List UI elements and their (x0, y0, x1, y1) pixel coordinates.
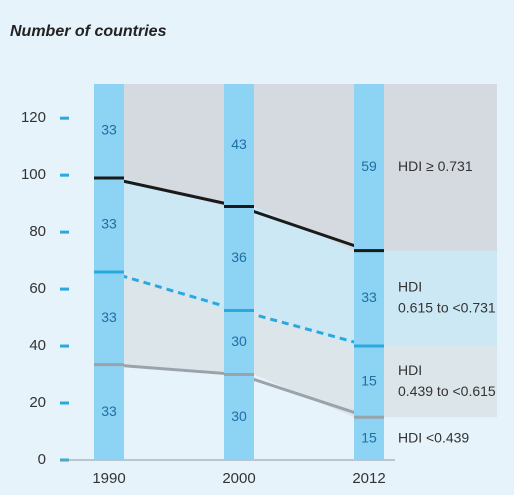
region (94, 178, 497, 347)
count-label: 59 (361, 158, 377, 174)
count-label: 33 (101, 216, 117, 232)
region-label: HDI ≥ 0.731 (398, 158, 473, 174)
count-label: 33 (101, 122, 117, 138)
count-label: 36 (231, 249, 247, 265)
count-label: 33 (101, 403, 117, 419)
y-tick-label: 0 (38, 451, 46, 468)
count-label: 33 (101, 309, 117, 325)
y-tick-label: 120 (21, 109, 46, 126)
x-tick-label: 2000 (222, 470, 255, 487)
y-tick-label: 60 (29, 280, 46, 297)
region (94, 364, 497, 460)
region-label: HDI (398, 279, 422, 295)
region (94, 84, 497, 251)
count-label: 43 (231, 136, 247, 152)
region (94, 272, 497, 418)
x-tick-label: 1990 (92, 470, 125, 487)
y-tick-label: 20 (29, 394, 46, 411)
region-label: 0.439 to <0.615 (398, 383, 496, 399)
count-label: 30 (231, 333, 247, 349)
x-tick-label: 2012 (352, 470, 385, 487)
count-label: 30 (231, 408, 247, 424)
y-tick-label: 40 (29, 337, 46, 354)
count-label: 15 (361, 372, 377, 388)
count-label: 15 (361, 429, 377, 445)
region-label: 0.615 to <0.731 (398, 300, 496, 316)
y-tick-label: 100 (21, 166, 46, 183)
y-tick-label: 80 (29, 223, 46, 240)
column (224, 84, 254, 460)
chart-title: Number of countries (10, 23, 167, 40)
region-label: HDI <0.439 (398, 429, 469, 445)
count-label: 33 (361, 289, 377, 305)
region-label: HDI (398, 362, 422, 378)
column (354, 84, 384, 460)
